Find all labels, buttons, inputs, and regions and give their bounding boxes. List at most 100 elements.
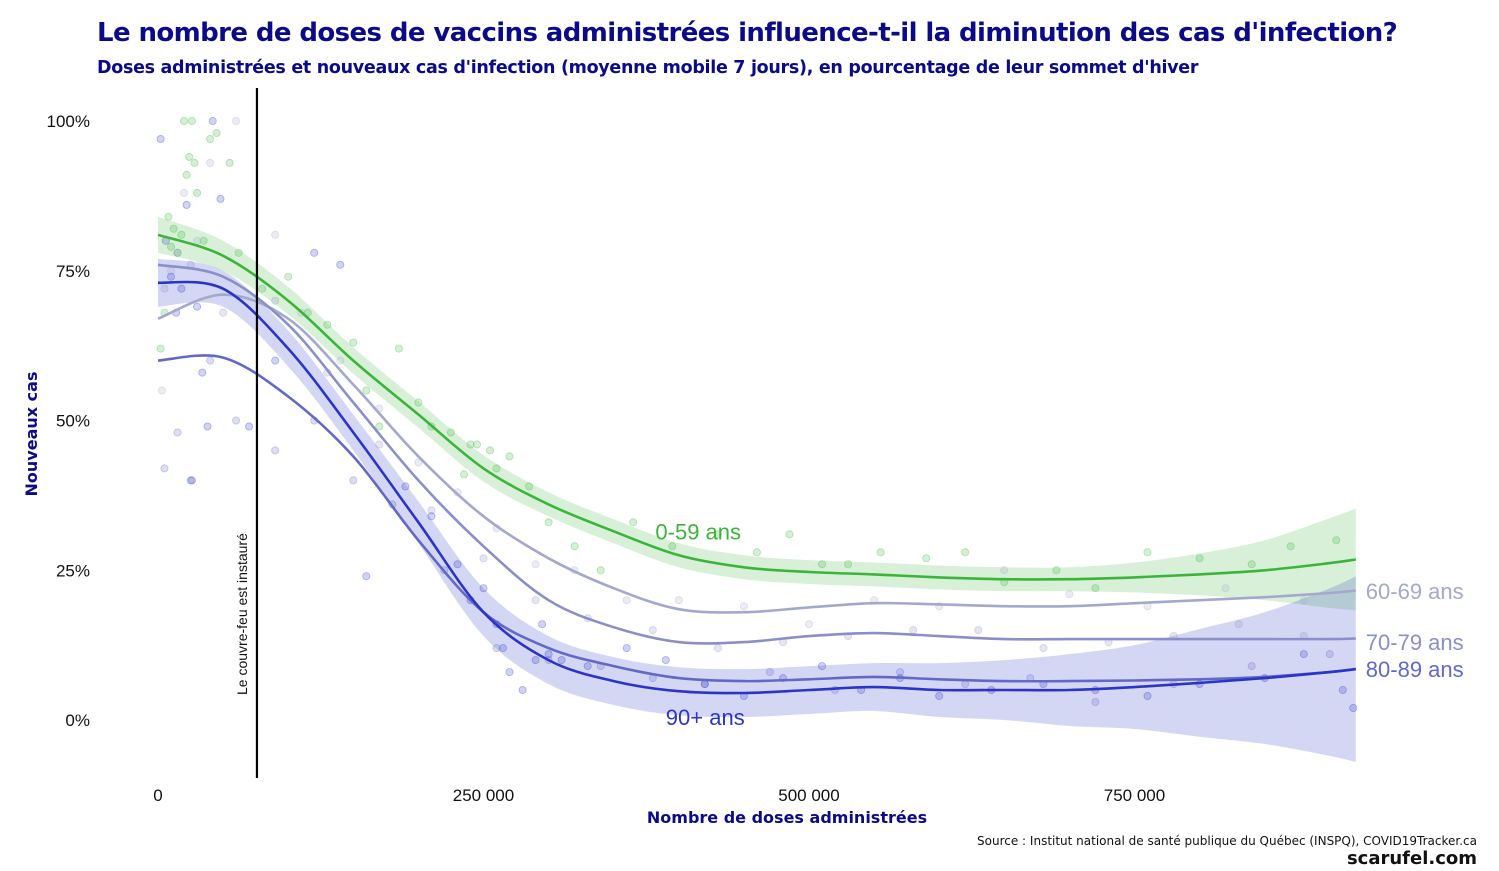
data-point: [208, 117, 217, 126]
data-point: [182, 200, 191, 209]
data-point: [394, 344, 403, 353]
x-tick-label: 500 000: [778, 786, 839, 805]
series-lines: [157, 233, 1356, 695]
data-point: [492, 644, 501, 653]
series-line: [157, 280, 1356, 695]
data-point: [193, 188, 202, 197]
x-tick-label: 250 000: [453, 786, 514, 805]
data-point: [1052, 566, 1061, 575]
data-point: [1338, 686, 1347, 695]
data-point: [1286, 542, 1295, 551]
data-point: [459, 470, 468, 479]
data-point: [349, 338, 358, 347]
axis-ticks: 0 250 000 500 000 750 000 0% 25% 50% 75% 100%: [47, 112, 1166, 805]
data-point: [472, 440, 481, 449]
data-point: [362, 386, 371, 395]
source-note: Source : Institut national de santé publ…: [977, 834, 1477, 848]
data-point: [362, 572, 371, 581]
series-label: 80-89 ans: [1366, 657, 1464, 682]
data-point: [622, 644, 631, 653]
data-point: [179, 117, 188, 126]
data-point: [531, 560, 540, 569]
data-point: [206, 134, 215, 143]
series-line: [157, 293, 1356, 614]
data-point: [713, 644, 722, 653]
data-point: [173, 248, 182, 257]
series-label: 90+ ans: [666, 705, 745, 730]
y-tick-label: 75%: [56, 262, 90, 281]
series-line: [157, 354, 1356, 683]
data-point: [349, 476, 358, 485]
data-point: [1065, 590, 1074, 599]
data-point: [479, 554, 488, 563]
data-point: [160, 464, 169, 473]
data-point: [258, 284, 267, 293]
y-axis-title: Nouveaux cas: [22, 372, 41, 497]
curfew-label: Le couvre-feu est instauré: [234, 533, 250, 695]
data-point: [466, 440, 475, 449]
data-point: [492, 464, 501, 473]
data-point: [1000, 566, 1009, 575]
data-point: [185, 152, 194, 161]
data-point: [271, 230, 280, 239]
data-point: [245, 422, 254, 431]
data-point: [1091, 584, 1100, 593]
data-point: [177, 230, 186, 239]
y-tick-label: 25%: [56, 561, 90, 580]
data-point: [765, 668, 774, 677]
data-point: [1299, 596, 1308, 605]
data-point: [271, 296, 280, 305]
data-point: [1195, 554, 1204, 563]
data-point: [446, 428, 455, 437]
data-point: [212, 128, 221, 137]
curfew-annotation: Le couvre-feu est instauré: [234, 88, 259, 778]
data-point: [271, 446, 280, 455]
data-point: [544, 650, 553, 659]
data-point: [225, 158, 234, 167]
data-point: [1091, 698, 1100, 707]
y-tick-label: 0%: [65, 711, 90, 730]
data-point: [661, 656, 670, 665]
data-point: [1143, 692, 1152, 701]
data-point: [896, 668, 905, 677]
data-point: [876, 548, 885, 557]
x-tick-label: 0: [153, 786, 162, 805]
data-point: [844, 560, 853, 569]
data-point: [700, 680, 709, 689]
data-point: [166, 242, 175, 251]
data-point: [538, 620, 547, 629]
y-tick-label: 50%: [56, 412, 90, 431]
data-point: [219, 308, 228, 317]
brand-credit: scarufel.com: [1346, 848, 1477, 869]
series-line: [157, 233, 1356, 581]
data-point: [414, 458, 423, 467]
data-point: [935, 692, 944, 701]
data-point: [583, 662, 592, 671]
data-point: [173, 428, 182, 437]
data-point: [453, 560, 462, 569]
data-point: [1299, 650, 1308, 659]
data-point: [156, 344, 165, 353]
data-point: [557, 656, 566, 665]
data-point: [206, 158, 215, 167]
series-label: 60-69 ans: [1366, 579, 1464, 604]
data-point: [498, 644, 507, 653]
data-point: [596, 566, 605, 575]
data-point: [818, 662, 827, 671]
data-point: [310, 248, 319, 257]
data-point: [169, 224, 178, 233]
data-point: [199, 236, 208, 245]
data-point: [164, 212, 173, 221]
data-point: [1221, 584, 1230, 593]
data-point: [974, 626, 983, 635]
data-point: [1039, 644, 1048, 653]
data-point: [156, 134, 165, 143]
data-point: [713, 530, 722, 539]
data-point: [232, 117, 241, 126]
data-point: [414, 398, 423, 407]
data-point: [785, 530, 794, 539]
data-point: [531, 596, 540, 605]
data-point: [190, 158, 199, 167]
y-tick-label: 100%: [47, 112, 90, 131]
